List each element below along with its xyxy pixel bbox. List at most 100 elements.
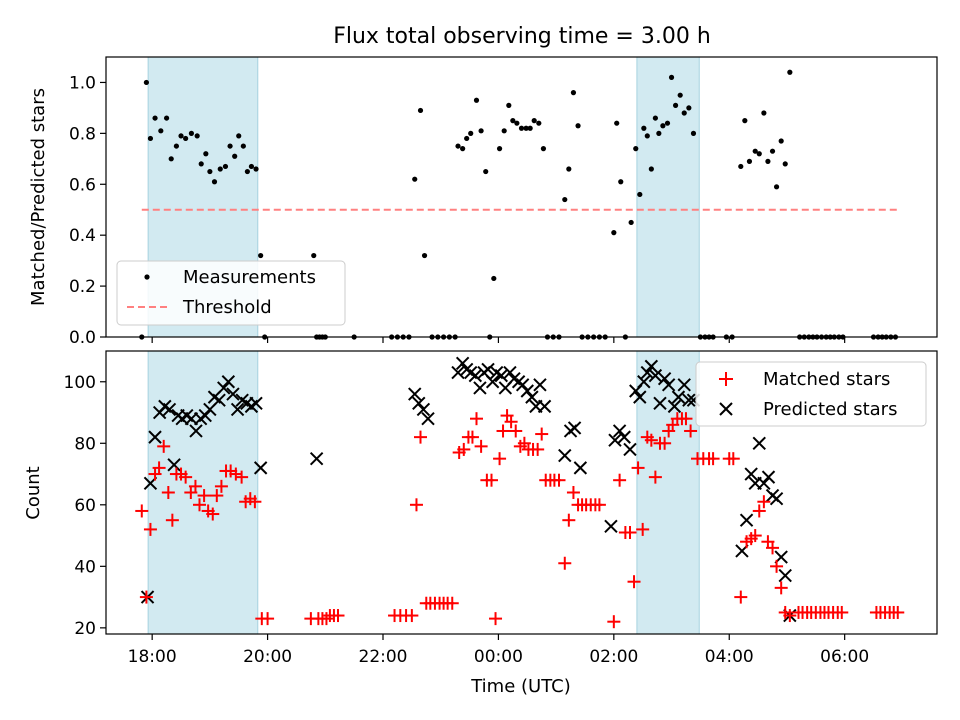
measurement-point: [198, 161, 204, 167]
bottom-shaded-intervals: [147, 350, 700, 635]
matched-stars-point: [679, 412, 693, 426]
matched-stars-point: [552, 473, 566, 487]
matched-stars-point: [484, 473, 498, 487]
predicted-stars-point: [608, 433, 622, 447]
bottom-panel: 20 40 60 80 100 18:00 20:00 22:00 00:00 02:00 04:…: [23, 350, 938, 697]
measurement-point: [531, 118, 537, 124]
bottom-x-ticks: 18:00 20:00 22:00 00:00 02:00 04:00 06:00: [128, 634, 869, 667]
measurement-point: [518, 125, 525, 131]
top-plot-marks: [139, 69, 899, 340]
top-legend-box: [116, 260, 346, 326]
matched-stars-point: [752, 504, 766, 518]
matched-stars-point: [748, 529, 762, 543]
matched-stars-point: [531, 442, 545, 456]
predicted-stars-point: [212, 393, 226, 407]
matched-stars-point: [304, 612, 318, 626]
legend-measurements-marker: [144, 274, 150, 280]
y-tick-label: 60: [74, 496, 96, 516]
matched-stars-point: [214, 479, 228, 493]
matched-stars-point: [504, 415, 518, 429]
measurement-point: [211, 179, 218, 185]
matched-stars-point: [445, 596, 459, 610]
predicted-stars-point: [567, 421, 582, 435]
y-tick-label: 1.0: [69, 73, 96, 93]
measurement-point: [756, 151, 762, 157]
matched-stars-point: [152, 461, 166, 475]
measurement-point: [644, 133, 650, 139]
matched-stars-point: [192, 498, 206, 512]
matched-stars-point: [607, 615, 621, 629]
measurement-point: [540, 146, 547, 152]
x-tick-label: 22:00: [359, 647, 408, 667]
bottom-y-axis-label: Count: [23, 466, 44, 519]
measurement-point: [455, 143, 461, 149]
measurement-point: [637, 191, 643, 198]
legend-predicted-marker: [719, 402, 733, 416]
measurement-point: [527, 125, 533, 131]
measurement-point: [158, 128, 164, 134]
legend-threshold-label: Threshold: [182, 297, 272, 318]
measurement-point: [660, 123, 666, 129]
measurement-point: [652, 115, 658, 121]
matched-stars-point: [161, 486, 175, 499]
predicted-stars-point: [189, 424, 203, 438]
x-tick-label: 00:00: [474, 647, 523, 667]
predicted-stars-point: [533, 378, 547, 392]
measurement-point: [468, 130, 474, 136]
matched-stars-point: [631, 461, 645, 475]
measurement-point: [782, 161, 788, 167]
predicted-stars-point: [421, 411, 435, 426]
measurement-point: [668, 74, 675, 80]
measurement-point: [614, 120, 620, 126]
matched-stars-point: [726, 452, 740, 466]
y-tick-label: 0.8: [69, 124, 96, 144]
predicted-stars-point: [481, 362, 495, 377]
measurement-point: [496, 146, 503, 152]
measurement-point: [232, 153, 238, 159]
predicted-stars-point: [744, 467, 758, 481]
legend-matched-marker: [719, 372, 733, 386]
matched-stars-point: [331, 609, 345, 623]
predicted-stars-point: [682, 393, 696, 407]
measurement-point: [510, 118, 516, 124]
measurement-point: [173, 143, 180, 149]
measurement-point: [240, 143, 246, 149]
matched-stars-point: [188, 479, 202, 493]
x-tick-label: 02:00: [589, 647, 638, 667]
predicted-stars-point: [408, 387, 422, 401]
predicted-stars-point: [167, 458, 181, 472]
matched-stars-point: [757, 495, 771, 509]
measurement-point: [207, 168, 213, 175]
predicted-stars-point: [752, 436, 766, 450]
predicted-stars-point: [558, 448, 572, 463]
matched-stars-point: [489, 612, 503, 626]
matched-stars-point: [248, 495, 262, 509]
matched-stars-point: [770, 559, 784, 573]
matched-stars-point: [891, 605, 905, 619]
matched-stars-point: [658, 436, 672, 450]
bottom-legend-box: [695, 361, 927, 427]
measurement-point: [188, 130, 195, 136]
measurement-point: [523, 125, 529, 131]
measurement-point: [412, 176, 418, 182]
measurement-point: [677, 92, 683, 98]
matched-stars-point: [734, 590, 748, 604]
measurement-point: [618, 179, 624, 185]
matched-stars-point: [627, 575, 641, 589]
predicted-stars-point: [623, 442, 637, 457]
measurement-point: [778, 138, 784, 144]
matched-stars-point: [684, 424, 698, 438]
predicted-stars-point: [640, 365, 655, 380]
x-tick-label: 06:00: [820, 647, 869, 667]
y-tick-label: 0.2: [69, 277, 96, 297]
predicted-stars-point: [473, 381, 487, 395]
measurement-point: [506, 102, 512, 108]
matched-stars-point: [414, 430, 428, 444]
measurement-point: [258, 252, 264, 259]
predicted-stars-point: [644, 359, 659, 374]
predicted-stars-point: [416, 402, 431, 417]
matched-stars-point: [592, 498, 606, 512]
predicted-stars-point: [637, 375, 651, 389]
measurement-point: [248, 163, 255, 170]
